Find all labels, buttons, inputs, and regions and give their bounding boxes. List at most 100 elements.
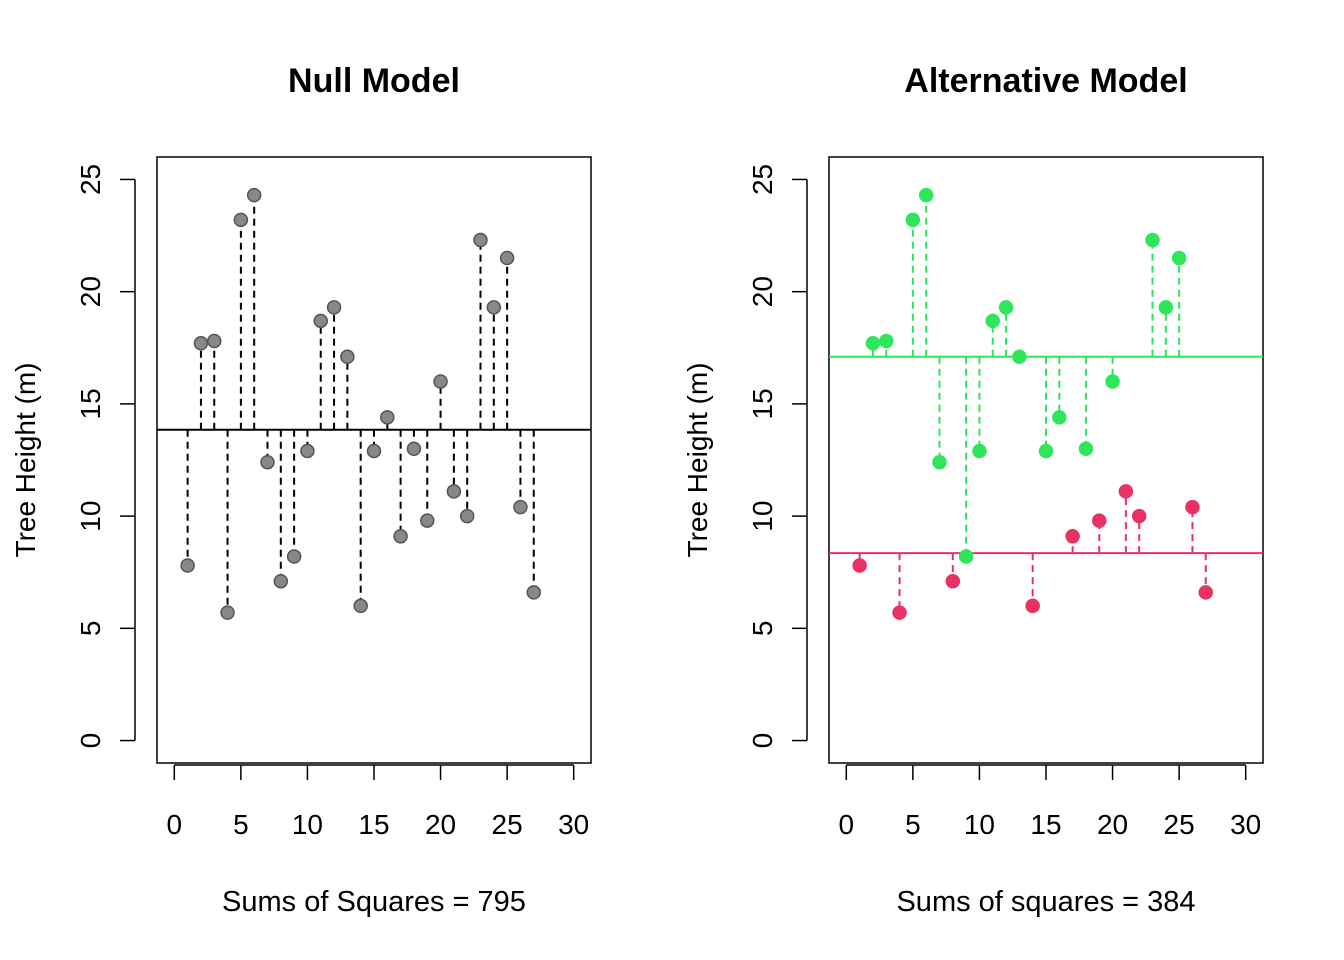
x-tick-label: 15 [1030,809,1061,840]
data-point [1012,349,1027,365]
chart-title: Alternative Model [904,62,1187,100]
x-tick-label: 0 [167,809,183,840]
y-tick-label: 10 [75,501,106,532]
data-point [1171,250,1187,266]
x-tick-label: 20 [425,809,456,840]
plot-frame [828,156,1264,764]
data-point [286,549,302,564]
y-axis: 0 5 10 15 20 25 [75,164,136,749]
data-point [420,513,435,528]
data-point [972,443,987,459]
data-point [1131,508,1147,524]
alternative-model-panel: Alternative Model 0 5 10 15 20 25 0 5 10 15 20 25 3… [682,62,1264,918]
x-axis: 0 5 10 15 20 25 30 [167,764,589,840]
y-tick-label: 25 [747,164,778,195]
y-tick-label: 20 [75,276,106,307]
x-tick-label: 25 [1164,809,1195,840]
data-point [526,585,542,600]
data-point [406,441,422,457]
x-axis-label: Sums of Squares = 795 [222,886,526,918]
data-point [220,605,235,620]
y-tick-label: 5 [747,621,778,637]
y-axis-label: Tree Height (m) [10,362,41,557]
data-point [892,605,907,620]
data-point [313,313,328,329]
data-point [499,250,515,266]
data-point [878,333,894,349]
x-axis: 0 5 10 15 20 25 30 [839,764,1261,840]
data-point [1078,441,1094,457]
y-tick-label: 20 [747,276,778,307]
x-tick-label: 30 [558,809,589,840]
x-tick-label: 30 [1230,809,1261,840]
data-point [486,300,502,315]
data-point [945,573,961,589]
data-point [380,410,395,425]
data-point [366,443,382,459]
x-tick-label: 10 [292,809,323,840]
x-tick-label: 15 [358,809,389,840]
x-axis-label: Sums of squares = 384 [896,886,1195,918]
data-point [459,508,475,524]
data-point [340,349,355,365]
data-point [273,573,289,589]
data-point [905,212,921,228]
y-tick-label: 0 [75,733,106,749]
data-point [1105,374,1120,389]
y-axis: 0 5 10 15 20 25 [747,164,808,749]
data-points [180,187,542,620]
data-point [985,313,1000,329]
x-tick-label: 10 [964,809,995,840]
plot-frame [156,156,592,764]
data-point [180,558,195,573]
data-point [1118,484,1134,499]
data-point [353,598,368,614]
data-point [1185,499,1200,515]
data-point [958,549,974,564]
data-point [865,336,881,351]
data-point [932,454,947,470]
mean-lines [829,355,1263,555]
y-tick-label: 5 [75,621,106,637]
residual-lines [186,195,535,613]
data-point [433,374,448,389]
data-point [233,212,249,228]
x-tick-label: 0 [839,809,855,840]
data-point [1092,513,1107,528]
residual-lines [858,195,1207,613]
data-point [1052,410,1067,425]
data-point [206,333,222,349]
x-tick-label: 25 [492,809,523,840]
y-tick-label: 0 [747,733,778,749]
chart-title: Null Model [288,62,460,100]
data-point [1025,598,1040,614]
data-point [1038,443,1054,459]
x-tick-label: 20 [1097,809,1128,840]
data-point [193,336,209,351]
data-points [852,187,1214,620]
y-axis-label: Tree Height (m) [682,362,713,557]
null-model-panel: Null Model 0 5 10 15 20 25 0 5 10 15 20 25 30 Tree … [10,62,592,918]
data-point [446,484,462,499]
data-point [998,300,1014,315]
data-point [246,187,262,203]
data-point [1065,529,1080,544]
data-point [473,232,488,248]
data-point [1158,300,1174,315]
data-point [513,499,528,515]
y-tick-label: 25 [75,164,106,195]
data-point [1145,232,1160,248]
y-tick-label: 15 [747,388,778,419]
data-point [300,443,315,459]
data-point [1198,585,1214,600]
data-point [326,300,342,315]
x-tick-label: 5 [905,809,921,840]
x-tick-label: 5 [233,809,249,840]
data-point [918,187,934,203]
data-point [852,558,867,573]
data-point [393,529,408,544]
y-tick-label: 15 [75,388,106,419]
data-point [260,454,275,470]
y-tick-label: 10 [747,501,778,532]
